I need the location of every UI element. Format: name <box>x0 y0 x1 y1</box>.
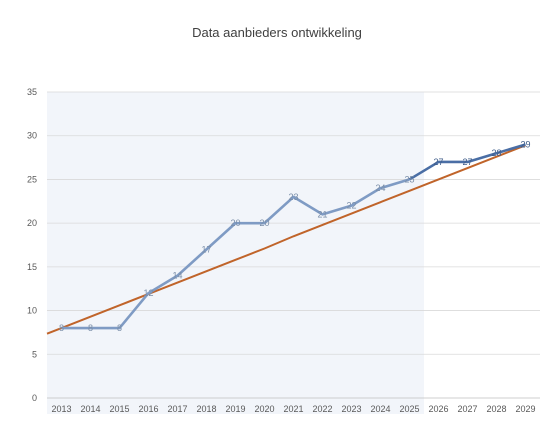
data-label: 12 <box>143 288 153 298</box>
x-tick-label: 2028 <box>486 404 506 414</box>
x-tick-label: 2027 <box>457 404 477 414</box>
x-tick-label: 2018 <box>196 404 216 414</box>
data-label: 20 <box>230 218 240 228</box>
x-tick-label: 2015 <box>109 404 129 414</box>
series-line-forecast <box>408 143 526 181</box>
historical-shaded-region <box>47 92 424 414</box>
trendline <box>46 144 526 335</box>
x-tick-label: 2025 <box>399 404 419 414</box>
data-label: 14 <box>172 271 182 281</box>
data-label: 8 <box>117 323 122 333</box>
series-line-actual <box>61 178 410 330</box>
x-tick-label: 2023 <box>341 404 361 414</box>
data-label: 29 <box>520 139 530 149</box>
x-tick-label: 2013 <box>51 404 71 414</box>
data-label: 23 <box>288 192 298 202</box>
x-tick-label: 2017 <box>167 404 187 414</box>
x-tick-label: 2026 <box>428 404 448 414</box>
y-tick-label: 35 <box>27 87 37 97</box>
data-label: 24 <box>375 183 385 193</box>
x-tick-label: 2014 <box>80 404 100 414</box>
chart-title: Data aanbieders ontwikkeling <box>192 25 362 40</box>
x-tick-label: 2021 <box>283 404 303 414</box>
x-tick-label: 2022 <box>312 404 332 414</box>
y-tick-label: 15 <box>27 262 37 272</box>
x-tick-label: 2020 <box>254 404 274 414</box>
y-tick-label: 0 <box>32 393 37 403</box>
data-label: 22 <box>346 201 356 211</box>
x-tick-label: 2019 <box>225 404 245 414</box>
data-label: 28 <box>491 148 501 158</box>
y-tick-label: 10 <box>27 306 37 316</box>
x-tick-label: 2029 <box>515 404 535 414</box>
data-label: 8 <box>88 323 93 333</box>
data-label: 27 <box>462 157 472 167</box>
data-label: 20 <box>259 218 269 228</box>
data-label: 17 <box>201 244 211 254</box>
y-tick-label: 30 <box>27 131 37 141</box>
data-label: 21 <box>317 209 327 219</box>
y-tick-label: 20 <box>27 218 37 228</box>
x-tick-label: 2024 <box>370 404 390 414</box>
data-label: 8 <box>59 323 64 333</box>
x-tick-label: 2016 <box>138 404 158 414</box>
y-tick-label: 5 <box>32 349 37 359</box>
y-tick-label: 25 <box>27 174 37 184</box>
data-label: 27 <box>433 157 443 167</box>
data-label: 25 <box>404 174 414 184</box>
